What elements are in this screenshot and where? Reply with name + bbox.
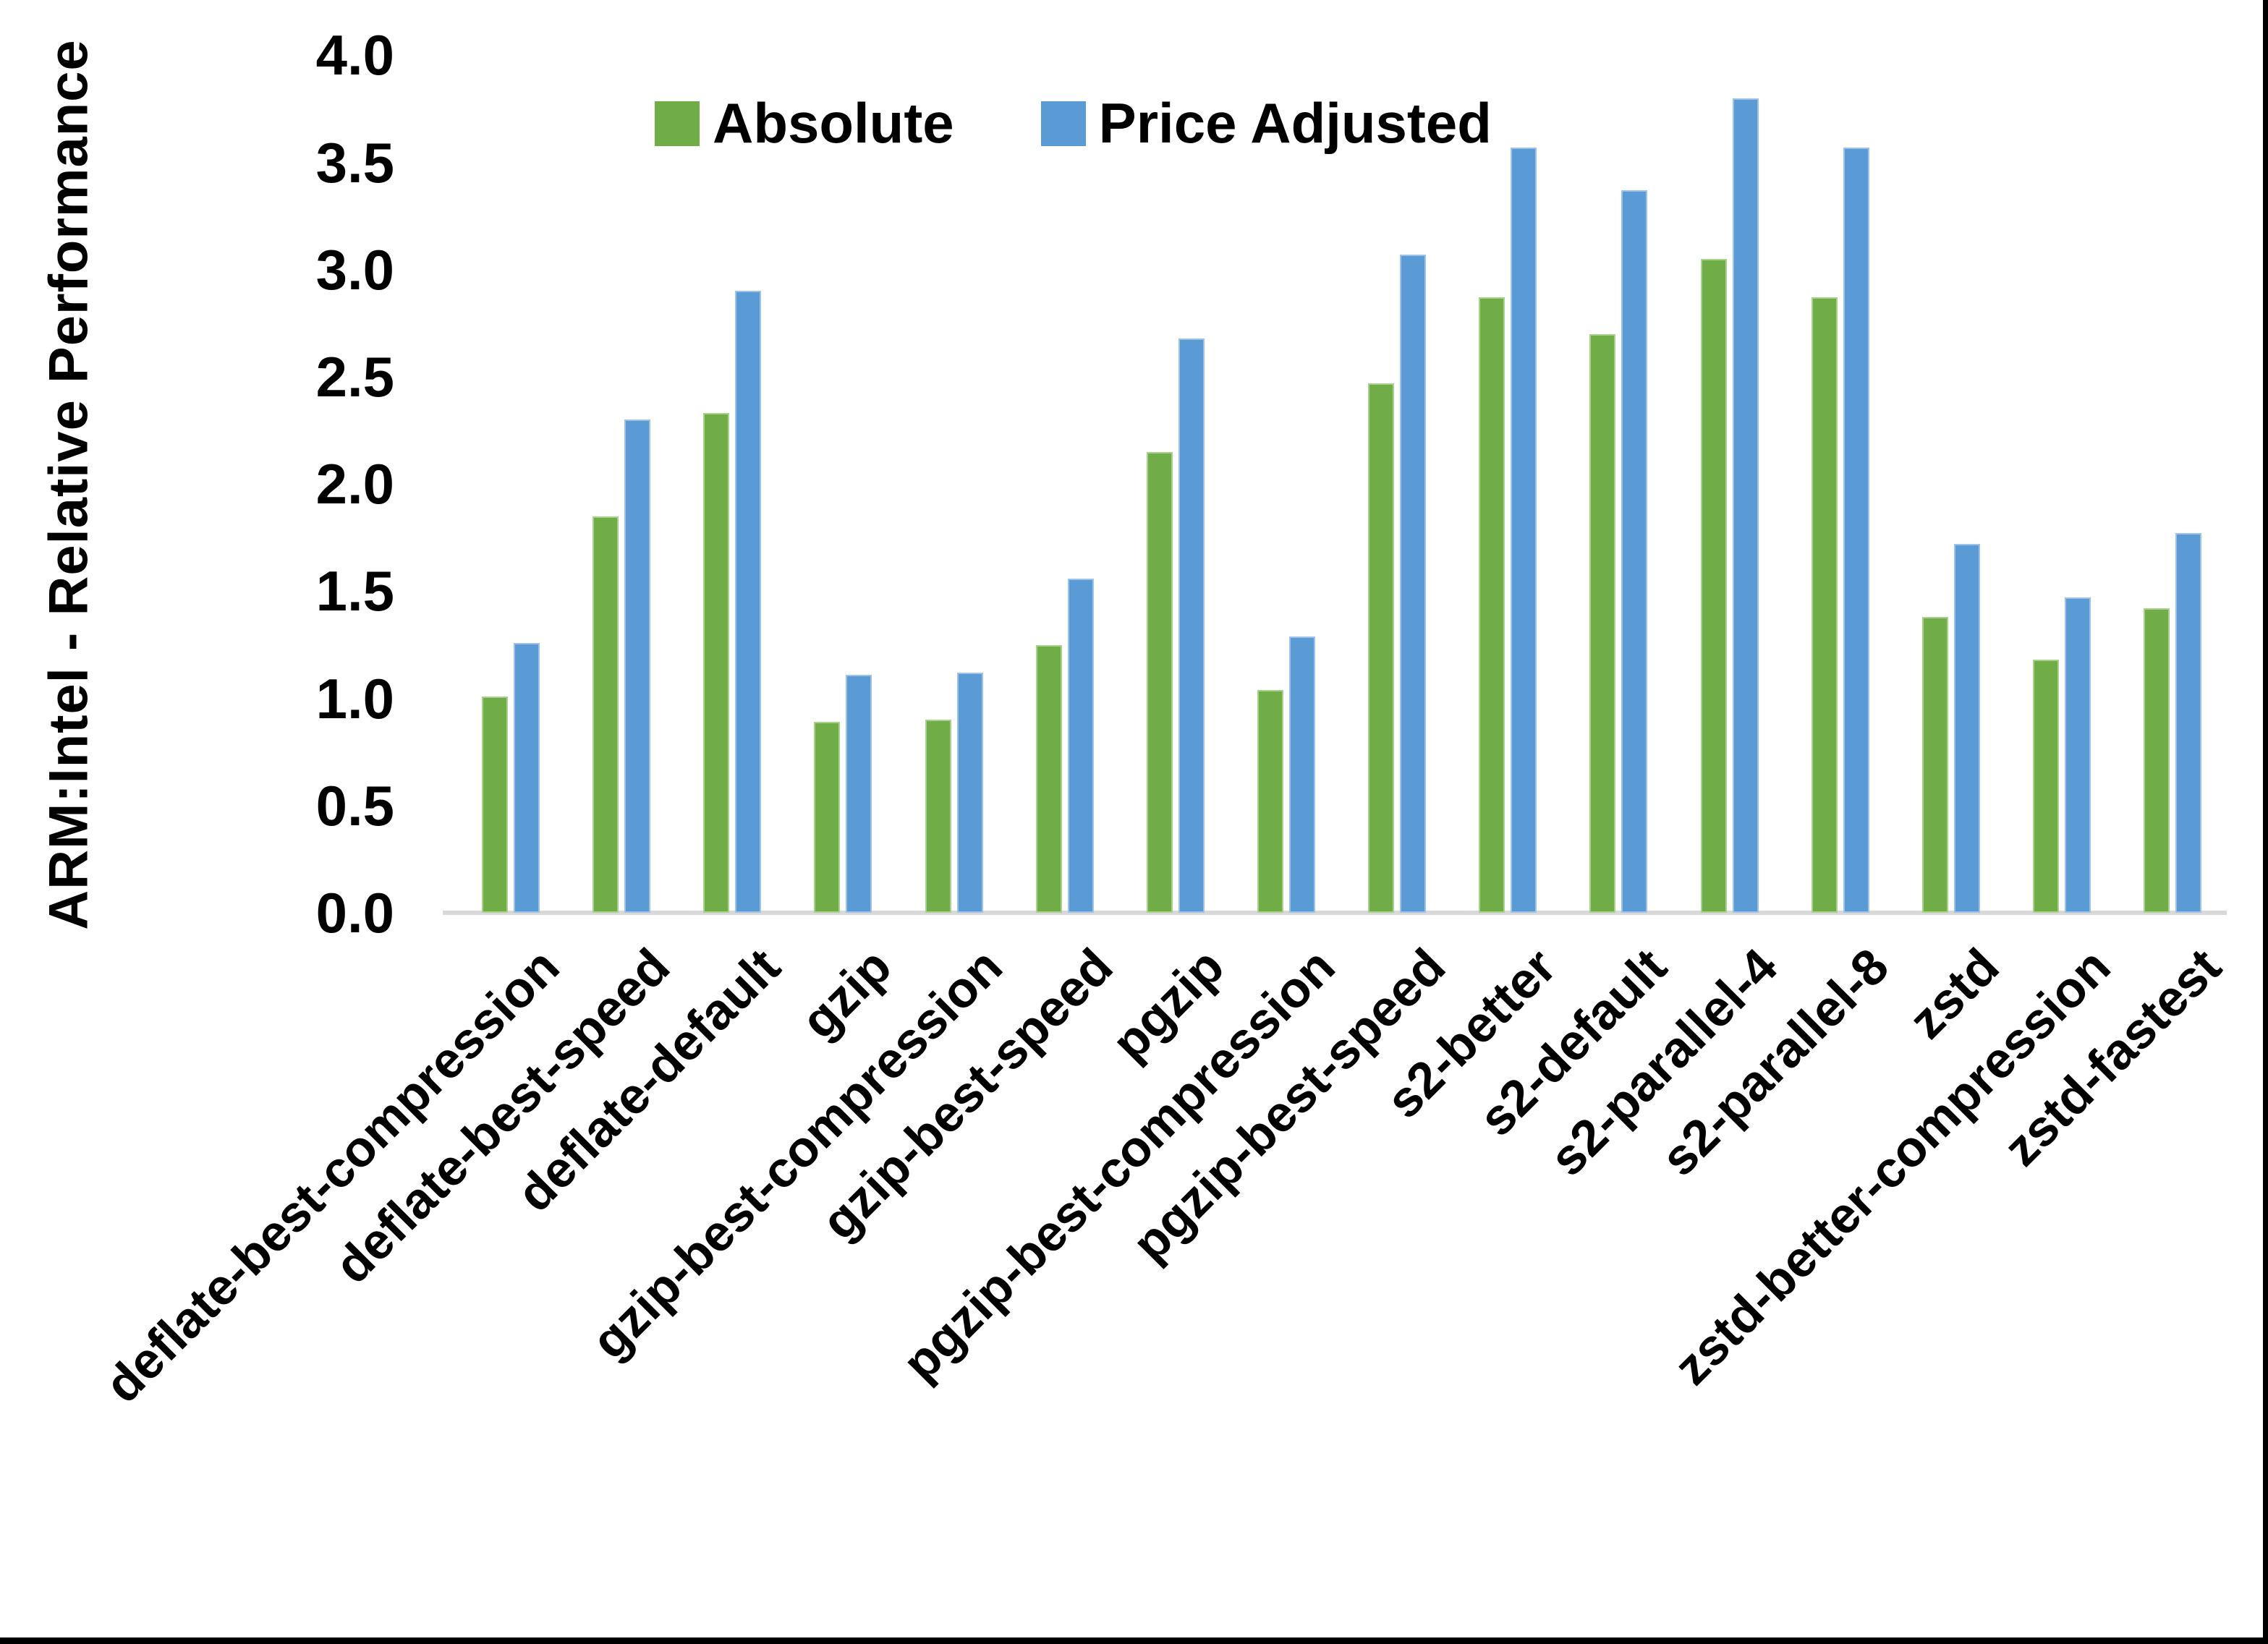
window-border-right xyxy=(2263,0,2268,1644)
bar-price-adjusted-s2-better xyxy=(1511,147,1537,913)
y-tick-label-0.5: 0.5 xyxy=(315,773,394,838)
y-axis-title: ARM:Intel - Relative Performance xyxy=(38,39,100,930)
bar-absolute-gzip-best-speed xyxy=(1035,644,1062,913)
bar-price-adjusted-s2-parallel-8 xyxy=(1843,147,1869,913)
bar-absolute-pgzip xyxy=(1146,451,1173,913)
y-tick-label-3.5: 3.5 xyxy=(315,130,394,195)
bar-price-adjusted-zstd-better-compression xyxy=(2064,597,2091,913)
bar-absolute-gzip-best-compression xyxy=(925,720,951,913)
bar-absolute-deflate-best-speed xyxy=(593,516,619,913)
y-tick-label-2.0: 2.0 xyxy=(315,452,394,516)
bar-absolute-zstd-better-compression xyxy=(2032,660,2059,913)
bar-price-adjusted-gzip xyxy=(846,675,872,913)
y-tick-label-0.0: 0.0 xyxy=(315,881,394,945)
bar-price-adjusted-s2-parallel-4 xyxy=(1732,98,1759,913)
y-tick-label-1.5: 1.5 xyxy=(315,559,394,623)
bar-absolute-zstd-fastest xyxy=(2144,608,2170,913)
bar-absolute-deflate-default xyxy=(703,413,730,913)
bar-absolute-deflate-best-compression xyxy=(482,696,508,913)
y-tick-label-1.0: 1.0 xyxy=(315,666,394,731)
bar-price-adjusted-gzip-best-compression xyxy=(956,673,983,913)
legend-label-price-adjusted: Price Adjusted xyxy=(1098,91,1492,155)
x-axis-line xyxy=(443,911,2227,915)
bar-absolute-s2-better xyxy=(1479,297,1505,913)
bar-price-adjusted-pgzip-best-compression xyxy=(1288,636,1315,913)
legend-swatch-price-adjusted xyxy=(1040,101,1086,146)
bar-price-adjusted-deflate-best-speed xyxy=(624,419,651,913)
bar-price-adjusted-deflate-default xyxy=(735,291,762,913)
bar-absolute-pgzip-best-speed xyxy=(1368,383,1395,913)
bar-absolute-zstd xyxy=(1921,616,1948,913)
bar-absolute-s2-default xyxy=(1589,333,1616,913)
legend-label-absolute: Absolute xyxy=(713,91,954,155)
bar-price-adjusted-s2-default xyxy=(1621,190,1648,913)
legend: Absolute Price Adjusted xyxy=(655,90,1492,156)
y-tick-label-4.0: 4.0 xyxy=(315,23,394,88)
bar-price-adjusted-deflate-best-compression xyxy=(514,642,540,913)
bar-absolute-s2-parallel-8 xyxy=(1811,297,1838,913)
y-tick-label-3.0: 3.0 xyxy=(315,237,394,302)
bar-absolute-s2-parallel-4 xyxy=(1700,258,1727,913)
bar-price-adjusted-pgzip-best-speed xyxy=(1400,255,1427,913)
x-axis-label-deflate-best-compression: deflate-best-compression xyxy=(93,937,570,1414)
window-border-bottom xyxy=(0,1637,2268,1644)
bar-absolute-gzip xyxy=(814,722,841,913)
bar-price-adjusted-pgzip xyxy=(1178,338,1205,913)
legend-swatch-absolute xyxy=(655,101,700,146)
bar-price-adjusted-zstd-fastest xyxy=(2175,533,2202,913)
y-tick-label-2.5: 2.5 xyxy=(315,345,394,409)
bar-absolute-pgzip-best-compression xyxy=(1257,689,1283,913)
bar-price-adjusted-zstd xyxy=(1953,544,1980,913)
bar-price-adjusted-gzip-best-speed xyxy=(1067,578,1094,913)
